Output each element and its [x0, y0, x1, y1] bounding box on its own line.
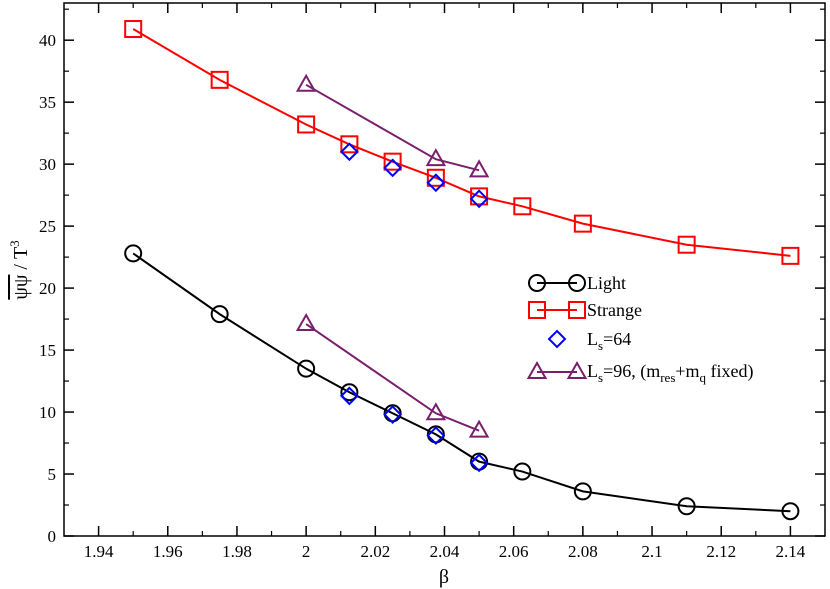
- x-tick-label: 2.14: [776, 542, 806, 561]
- data-point-light: [513, 462, 532, 481]
- y-tick-label: 40: [39, 31, 56, 50]
- series-line-ls-96-mres-mq-fixed: [305, 83, 480, 172]
- data-point-strange: [513, 197, 532, 216]
- y-tick-label: 30: [39, 155, 56, 174]
- legend: Light Strange Ls=64 Ls=96, (mres+mq fixe…: [526, 273, 754, 385]
- y-tick-label: 20: [39, 279, 56, 298]
- data-point-ls-96-mres-mq-fixed: [425, 402, 447, 421]
- data-point-light: [573, 482, 592, 501]
- legend-entry-ls64: Ls=64: [547, 329, 631, 353]
- data-point-ls-64: [469, 453, 489, 473]
- data-point-ls-96-mres-mq-fixed: [468, 159, 490, 178]
- x-axis-title: β: [439, 566, 449, 588]
- data-point-ls-96-mres-mq-fixed: [425, 148, 447, 167]
- data-point-strange: [573, 214, 592, 233]
- data-point-light: [297, 359, 316, 378]
- data-point-ls-64: [469, 189, 489, 209]
- legend-label-ls64: Ls=64: [587, 329, 631, 353]
- y-tick-label: 10: [39, 403, 56, 422]
- legend-label-strange: Strange: [587, 300, 642, 320]
- y-tick-label: 15: [39, 341, 56, 360]
- y-tick-label: 25: [39, 217, 56, 236]
- legend-entry-ls96: Ls=96, (mres+mq fixed): [526, 360, 754, 385]
- y-tick-label: 0: [48, 527, 57, 546]
- data-point-strange: [340, 135, 359, 154]
- y-axis-title-slash: / T: [10, 247, 32, 275]
- data-point-strange: [470, 187, 489, 206]
- data-point-strange: [426, 168, 445, 187]
- data-point-light: [677, 497, 696, 516]
- data-point-ls-64: [426, 173, 446, 193]
- data-point-strange: [781, 246, 800, 265]
- plot-frame: [63, 2, 826, 537]
- legend-label-light: Light: [587, 273, 626, 293]
- data-point-light: [210, 305, 229, 324]
- series-line-ls-96-mres-mq-fixed: [305, 323, 480, 432]
- y-axis-title-bar: ψψ: [10, 274, 32, 300]
- data-point-strange: [677, 235, 696, 254]
- series-line-light: [132, 252, 791, 513]
- x-tick-label: 2.04: [430, 542, 460, 561]
- y-axis-title-sup: 3: [7, 240, 22, 247]
- data-point-strange: [210, 70, 229, 89]
- legend-label-ls96: Ls=96, (mres+mq fixed): [587, 361, 754, 385]
- axes: 1.94 1.96 1.98 2 2.02 2.04 2.06 2.08 2.1 2.12 2.14…: [39, 3, 825, 561]
- x-tick-label: 1.94: [84, 542, 114, 561]
- x-tick-label: 2.06: [499, 542, 529, 561]
- x-tick-label: 1.96: [153, 542, 183, 561]
- x-tick-label: 2: [302, 542, 311, 561]
- legend-entry-light: Light: [528, 273, 626, 293]
- x-tick-label: 2.02: [360, 542, 390, 561]
- x-tick-label: 2.1: [641, 542, 662, 561]
- svg-text:ψψ / T3: ψψ / T3: [7, 240, 32, 299]
- data-point-ls-64: [339, 142, 359, 162]
- plot-marks: [124, 20, 800, 521]
- data-point-ls-64: [383, 405, 403, 424]
- legend-entry-strange: Strange: [528, 300, 642, 320]
- data-point-ls-64: [339, 386, 359, 406]
- data-point-light: [781, 502, 800, 521]
- data-point-strange: [124, 20, 143, 39]
- y-axis-title: ψψ / T3: [7, 240, 32, 299]
- x-tick-label: 2.08: [568, 542, 598, 561]
- data-point-strange: [383, 152, 402, 171]
- data-point-light: [124, 244, 143, 263]
- x-tick-label: 2.12: [706, 542, 736, 561]
- series-line-strange: [132, 28, 791, 257]
- data-point-ls-64: [383, 158, 403, 178]
- y-tick-label: 35: [39, 93, 56, 112]
- data-point-ls-96-mres-mq-fixed: [295, 313, 317, 332]
- data-point-ls-64: [426, 426, 446, 446]
- data-point-ls-96-mres-mq-fixed: [295, 73, 317, 92]
- x-tick-label: 1.98: [222, 542, 252, 561]
- data-point-light: [340, 383, 359, 402]
- data-point-ls-96-mres-mq-fixed: [468, 419, 490, 438]
- data-point-strange: [297, 115, 316, 134]
- y-tick-label: 5: [48, 465, 57, 484]
